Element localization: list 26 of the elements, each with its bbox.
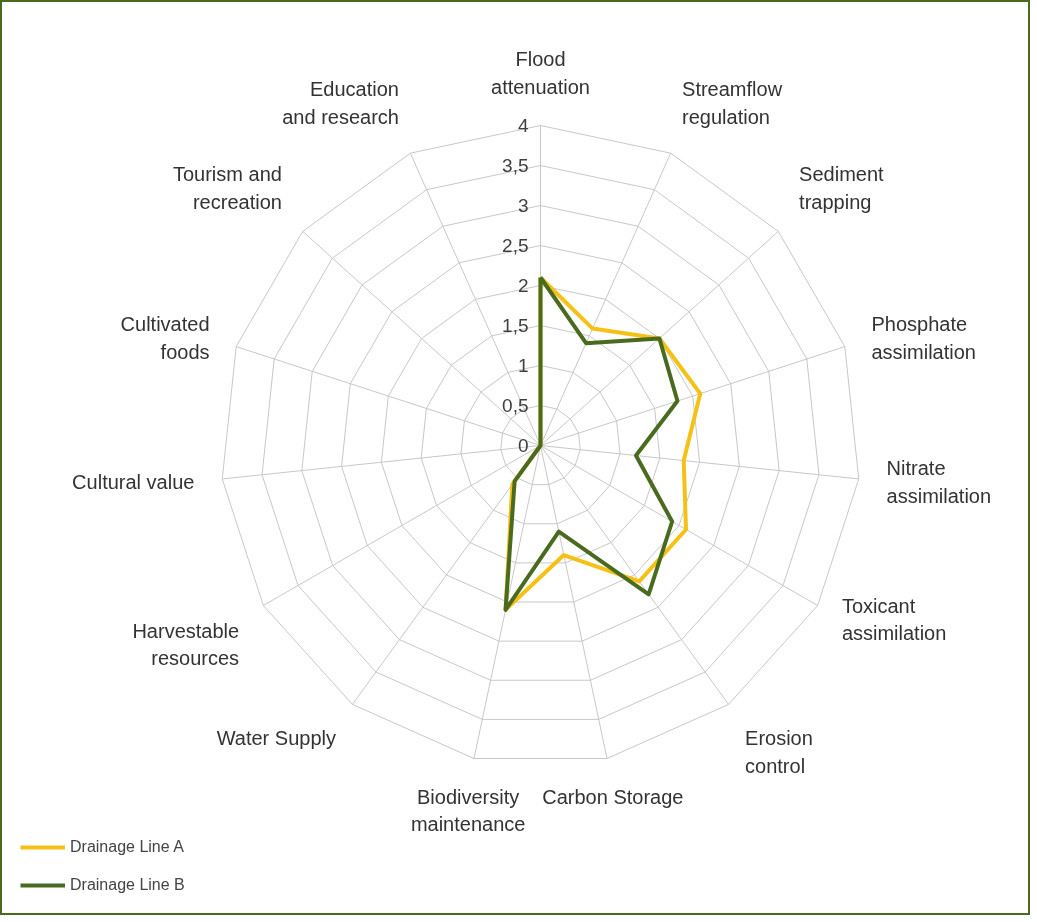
y-tick-label: 0 (517, 435, 529, 456)
spoke-label: Phosphate assimilation (871, 313, 976, 363)
spoke-label: Education and research (282, 78, 399, 128)
spoke-label: Carbon Storage (542, 785, 684, 808)
spoke-label: Biodiversity maintenance (410, 785, 526, 836)
y-tick-label: 2 (517, 275, 529, 296)
spoke-label: Erosion control (745, 727, 813, 777)
spoke-label: Flood attenuation (491, 48, 590, 98)
spoke-label: Cultivated foods (120, 313, 210, 363)
spoke-label: Tourism and recreation (172, 163, 282, 213)
y-tick-label: 4 (517, 115, 529, 136)
spoke-label: Sediment trapping (799, 163, 885, 213)
y-tick-label: 3,5 (502, 155, 529, 176)
spoke-label: Nitrate assimilation (886, 457, 992, 507)
y-tick-label: 2,5 (502, 235, 529, 256)
spoke-label: Toxicant assimilation (841, 594, 947, 645)
y-tick-label: 3 (517, 195, 529, 216)
y-tick-label: 0,5 (502, 395, 529, 416)
y-tick-label: 1,5 (502, 315, 529, 336)
spoke-label: Streamflow regulation (682, 78, 783, 128)
legend-label: Drainage Line B (70, 876, 185, 894)
legend-label: Drainage Line A (70, 838, 184, 856)
y-tick-label: 1 (517, 355, 529, 376)
spoke-label: Cultural value (72, 470, 195, 493)
spoke-label: Water Supply (216, 727, 336, 750)
spoke-label: Harvestable resources (132, 619, 240, 669)
